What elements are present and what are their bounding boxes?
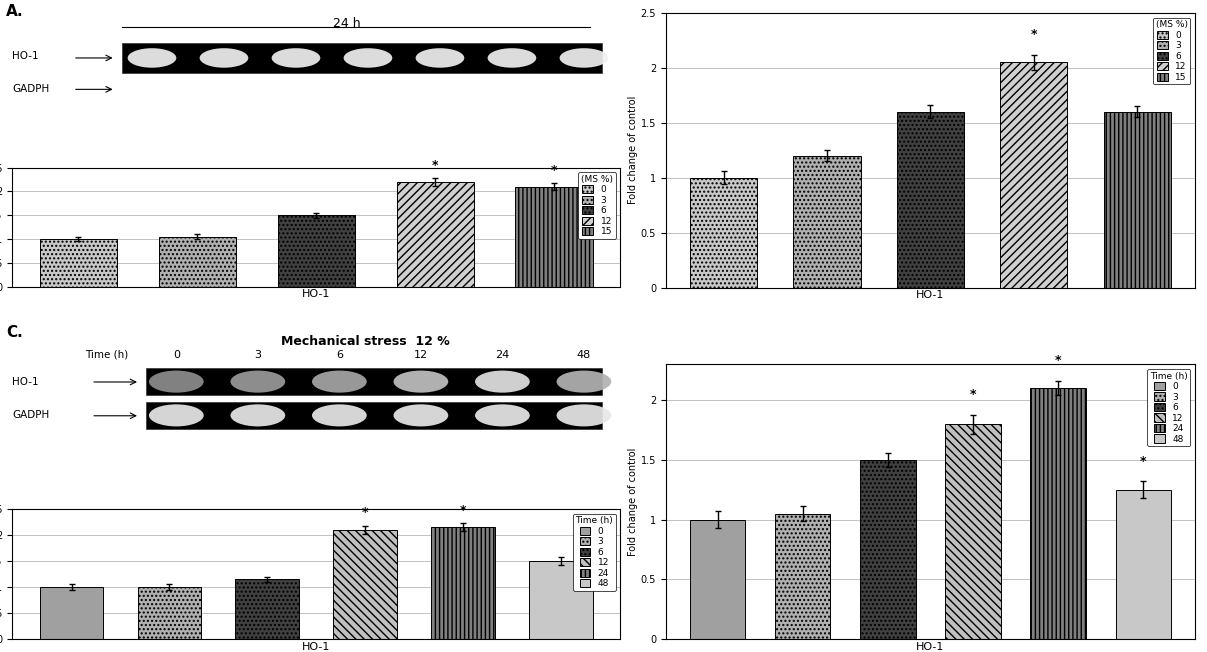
Bar xyxy=(158,237,235,287)
Text: A.: A. xyxy=(6,5,24,20)
Y-axis label: Fold change of control: Fold change of control xyxy=(628,96,639,205)
Legend: 0, 3, 6, 12, 24, 48: 0, 3, 6, 12, 24, 48 xyxy=(573,514,616,591)
Bar xyxy=(690,178,757,288)
Bar xyxy=(235,579,299,639)
Text: *: * xyxy=(1139,454,1147,467)
Bar xyxy=(515,186,593,287)
Bar xyxy=(333,530,397,639)
Text: *: * xyxy=(432,159,438,172)
Legend: 0, 3, 6, 12, 15: 0, 3, 6, 12, 15 xyxy=(578,172,616,239)
Bar xyxy=(40,239,117,287)
Bar xyxy=(529,561,593,639)
Bar xyxy=(945,424,1001,639)
Bar xyxy=(690,520,745,639)
Text: *: * xyxy=(550,164,558,177)
Bar xyxy=(278,215,355,287)
Text: *: * xyxy=(1055,355,1061,368)
Legend: 0, 3, 6, 12, 15: 0, 3, 6, 12, 15 xyxy=(1153,18,1190,84)
Text: *: * xyxy=(362,506,368,519)
Bar xyxy=(897,112,964,288)
Bar xyxy=(40,587,104,639)
Y-axis label: Fold change of control: Fold change of control xyxy=(628,447,639,556)
Bar xyxy=(1001,63,1067,288)
Bar xyxy=(793,156,861,288)
Bar xyxy=(1103,112,1171,288)
Bar xyxy=(397,182,474,287)
Bar xyxy=(1031,389,1086,639)
Legend: 0, 3, 6, 12, 24, 48: 0, 3, 6, 12, 24, 48 xyxy=(1147,369,1190,446)
Bar xyxy=(1115,490,1171,639)
Bar xyxy=(138,587,202,639)
X-axis label: HO-1: HO-1 xyxy=(302,289,331,299)
Text: *: * xyxy=(1031,28,1037,41)
Bar xyxy=(431,527,495,639)
Bar xyxy=(861,460,916,639)
Bar xyxy=(775,514,830,639)
Text: C.: C. xyxy=(6,325,23,340)
Text: *: * xyxy=(969,388,976,401)
X-axis label: HO-1: HO-1 xyxy=(302,642,331,652)
X-axis label: HO-1: HO-1 xyxy=(916,290,945,301)
X-axis label: HO-1: HO-1 xyxy=(916,642,945,652)
Text: *: * xyxy=(460,503,466,516)
